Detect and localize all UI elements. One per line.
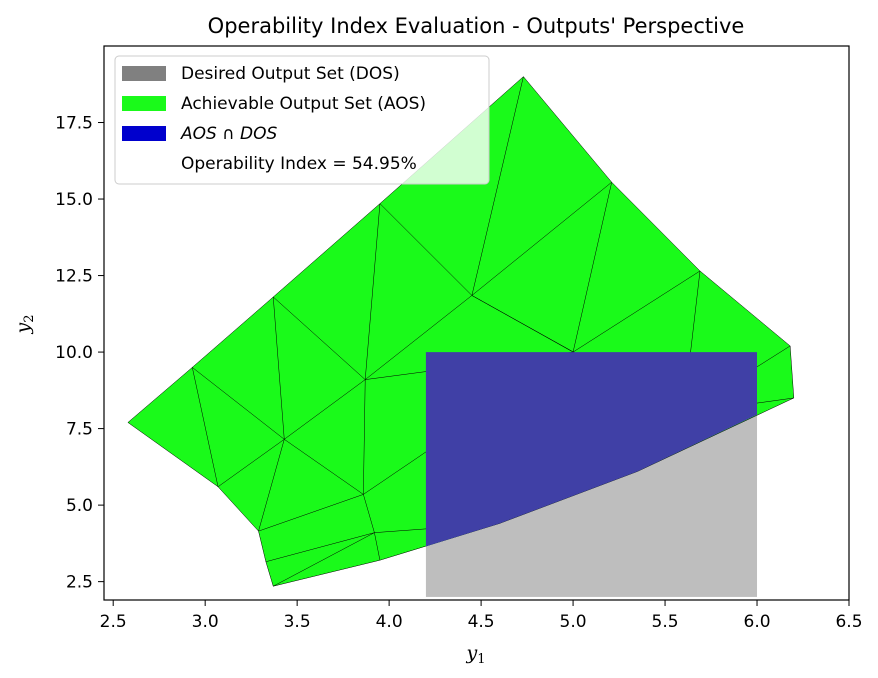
aos-mesh-edge [363, 379, 366, 495]
aos-mesh-edge [258, 494, 364, 532]
chart-title: Operability Index Evaluation - Outputs' … [208, 14, 745, 38]
aos-mesh-edge [258, 531, 267, 562]
aos-mesh-edge [273, 203, 381, 298]
aos-mesh-edge [572, 182, 612, 353]
aos-mesh-edge [572, 270, 701, 353]
y-tick-label: 5.0 [66, 496, 93, 516]
axes: 2.5 3.0 3.5 4.0 4.5 5.0 5.5 6.0 6.5 2.5 5.0 7.5 10.0… [55, 45, 863, 632]
aos-mesh-edge [217, 486, 259, 532]
aos-mesh-edge [127, 367, 193, 423]
aos-mesh-edge [284, 379, 366, 440]
aos-mesh-edge [273, 532, 375, 587]
aos-mesh-edge [374, 532, 381, 561]
aos-mesh-edge [273, 296, 366, 380]
aos-mesh-edge [127, 422, 219, 487]
intersection-region [425, 352, 757, 547]
plot-frame [103, 45, 850, 601]
aos-mesh-edge [192, 367, 285, 440]
aos-mesh-edge [284, 439, 364, 495]
x-tick-label: 4.0 [376, 612, 403, 632]
aos-mesh-edge [365, 295, 473, 380]
x-tick-label: 3.5 [284, 612, 311, 632]
x-axis-label: y1 [465, 642, 485, 667]
legend-box [114, 55, 490, 185]
aos-mesh-edge [364, 203, 381, 380]
aos-mesh-edge [258, 439, 285, 532]
aos-mesh-edge [265, 561, 274, 587]
x-tick-label: 4.5 [468, 612, 495, 632]
aos-mesh-edge [265, 532, 375, 562]
legend-swatch [122, 66, 166, 81]
legend-label: Operability Index = 54.95% [181, 154, 417, 174]
y-tick-label: 12.5 [55, 267, 93, 287]
legend-swatch [122, 96, 166, 111]
aos-mesh-edge [363, 494, 375, 533]
aos-mesh-edge [273, 559, 380, 587]
x-tick-label: 2.5 [100, 612, 127, 632]
aos-mesh-edge [471, 182, 612, 296]
plot-marks [127, 76, 795, 597]
aos-mesh-edge [611, 182, 701, 272]
aos-mesh-edge [699, 270, 791, 347]
legend-label: AOS ∩ DOS [180, 124, 278, 144]
aos-mesh-edge [523, 76, 612, 183]
legend-label: Achievable Output Set (AOS) [181, 94, 426, 114]
legend-label: Desired Output Set (DOS) [181, 64, 400, 84]
plot-area [127, 76, 795, 597]
y-axis-label: y2 [12, 314, 37, 334]
aos-mesh-edge [192, 367, 219, 487]
y-tick-label: 15.0 [55, 190, 93, 210]
y-tick-label: 10.0 [55, 343, 93, 363]
x-tick-label: 5.5 [652, 612, 679, 632]
x-tick-label: 3.0 [192, 612, 219, 632]
aos-mesh-edge [471, 76, 524, 296]
aos-mesh-edge [789, 345, 795, 399]
x-tick-label: 6.0 [744, 612, 771, 632]
aos-mesh-edge [192, 296, 274, 368]
y-tick-label: 2.5 [66, 573, 93, 593]
legend-swatch [122, 126, 166, 141]
legend: Desired Output Set (DOS) Achievable Outpu… [114, 55, 490, 185]
aos-mesh-edge [379, 203, 473, 296]
aos-mesh-edge [217, 439, 285, 487]
x-tick-label: 5.0 [560, 612, 587, 632]
x-tick-label: 6.5 [835, 612, 862, 632]
y-tick-label: 7.5 [66, 420, 93, 440]
aos-mesh-edge [272, 296, 285, 440]
y-tick-label: 17.5 [55, 114, 93, 134]
aos-mesh-edge [637, 397, 794, 472]
